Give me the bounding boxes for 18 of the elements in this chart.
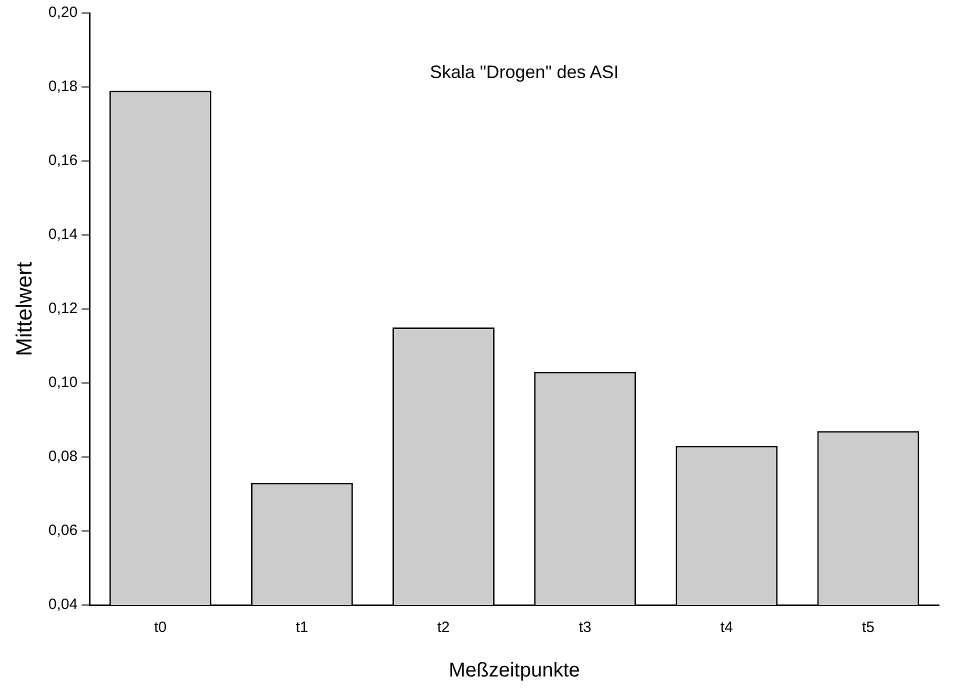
x-tick-label: t0: [154, 619, 167, 636]
y-tick-label: 0,16: [48, 152, 78, 170]
x-tick-label: t2: [437, 619, 450, 636]
y-axis-title: Mittelwert: [11, 262, 36, 356]
y-tick-label: 0,12: [48, 300, 78, 318]
y-tick-label: 0,06: [48, 522, 78, 540]
x-tick-label: t3: [578, 619, 592, 636]
text: Skala "Drogen" des ASI: [430, 62, 619, 82]
y-tick-label: 0,10: [48, 374, 78, 392]
y-tick-label: 0,14: [48, 226, 78, 244]
x-tick-label: t1: [296, 619, 308, 636]
x-tick-label: t5: [862, 619, 874, 636]
y-tick-label: 0,20: [48, 4, 78, 22]
x-axis-title: Meßzeitpunkte: [448, 660, 580, 682]
x-tick-label: t4: [720, 619, 733, 636]
y-tick-label: 0,04: [48, 596, 78, 614]
y-tick-label: 0,08: [48, 448, 78, 466]
y-tick-label: 0,18: [48, 78, 78, 96]
